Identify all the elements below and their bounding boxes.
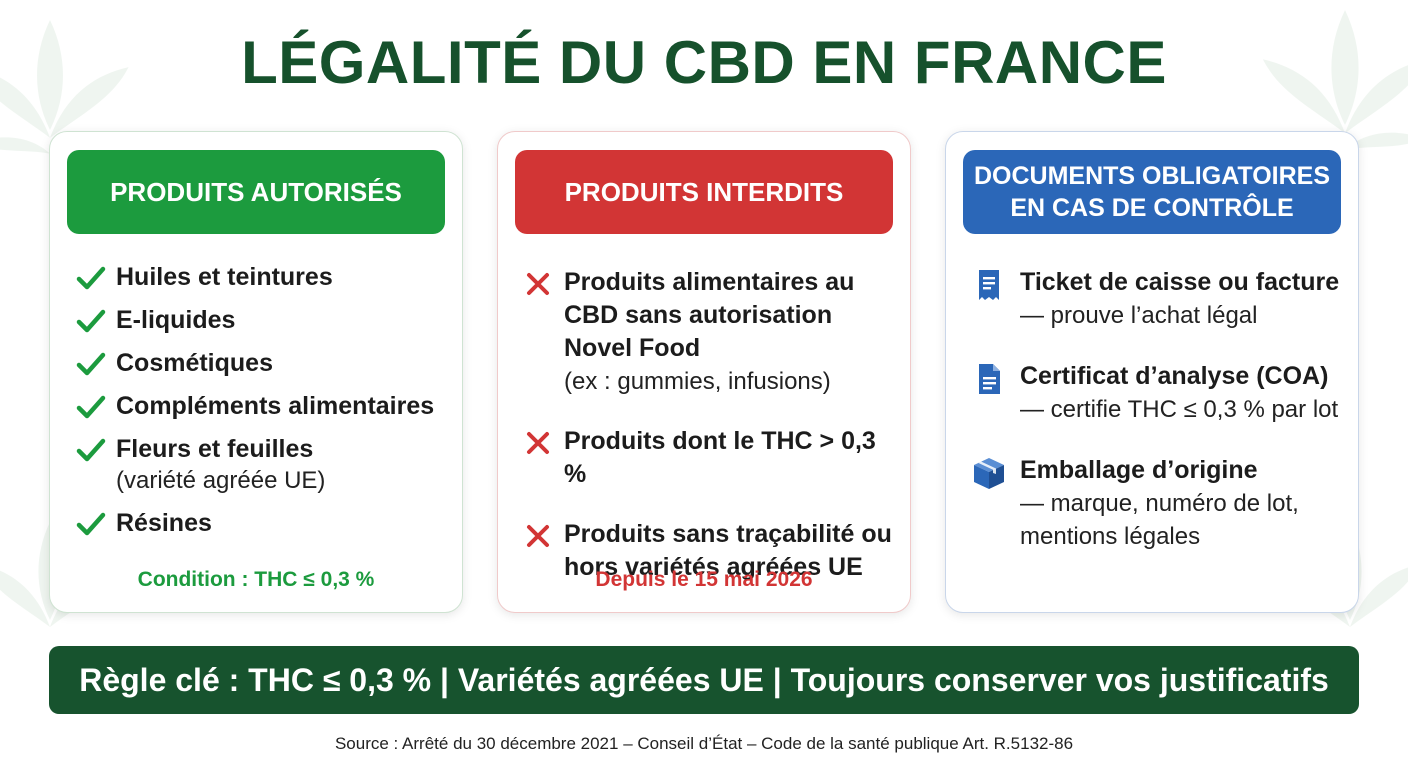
item-label: Compléments alimentaires [116,392,435,420]
document-icon [979,364,1000,394]
item-label: Résines [116,509,212,537]
package-icon [974,458,1004,489]
check-icon [76,512,106,536]
list-item: Résines [74,508,434,539]
required-documents-card: DOCUMENTS OBLIGATOIRES EN CAS DE CONTRÔL… [945,131,1359,613]
cross-icon [527,432,549,454]
check-icon [76,352,106,376]
authorized-products-list: Huiles et teintures E-liquides Cosmétiqu… [74,262,434,551]
check-icon [76,266,106,290]
item-note: (variété agréée UE) [116,467,326,494]
item-label: Cosmétiques [116,349,273,377]
list-item: Certificat d’analyse (COA) — certifie TH… [970,360,1350,426]
forbidden-products-card: PRODUITS INTERDITS Produits alimentaires… [497,131,911,613]
item-note: — marque, numéro de lot, mentions légale… [1020,490,1299,550]
item-label: Ticket de caisse ou facture [1020,268,1340,296]
forbidden-since-date: Depuis le 15 mai 2026 [595,568,813,591]
cross-icon [527,273,549,295]
authorized-condition: Condition : THC ≤ 0,3 % [137,568,375,591]
page-title: LÉGALITÉ DU CBD EN FRANCE [241,29,1167,96]
item-label: Produits alimentaires au CBD sans autori… [564,268,855,362]
list-item: Compléments alimentaires [74,391,434,422]
list-item: Ticket de caisse ou facture — prouve l’a… [970,266,1350,332]
item-label: Produits dont le THC > 0,3 % [564,427,876,488]
item-label: Produits sans traçabilité ou hors variét… [564,520,892,581]
forbidden-products-list: Produits alimentaires au CBD sans autori… [522,266,902,611]
item-label: E-liquides [116,306,236,334]
item-label: Huiles et teintures [116,263,333,291]
forbidden-products-header: PRODUITS INTERDITS [515,150,893,234]
receipt-icon [979,270,999,300]
check-icon [76,309,106,333]
list-item: Cosmétiques [74,348,434,379]
required-documents-header: DOCUMENTS OBLIGATOIRES EN CAS DE CONTRÔL… [963,150,1341,234]
item-label: Certificat d’analyse (COA) [1020,362,1329,390]
list-item: Fleurs et feuilles (variété agréée UE) [74,434,434,496]
source-citation: Source : Arrêté du 30 décembre 2021 – Co… [334,734,1074,753]
list-item: Produits sans traçabilité ou hors variét… [522,518,902,584]
authorized-products-card: PRODUITS AUTORISÉS Huiles et teintures E… [49,131,463,613]
list-item: Emballage d’origine — marque, numéro de … [970,454,1350,553]
item-label: Emballage d’origine [1020,456,1258,484]
item-note: (ex : gummies, infusions) [564,368,831,395]
list-item: E-liquides [74,305,434,336]
key-rule-banner: Règle clé : THC ≤ 0,3 % | Variétés agréé… [49,646,1359,714]
list-item: Produits alimentaires au CBD sans autori… [522,266,902,398]
list-item: Produits dont le THC > 0,3 % [522,425,902,491]
check-icon [76,395,106,419]
item-note: — prouve l’achat légal [1020,302,1258,329]
item-note: — certifie THC ≤ 0,3 % par lot [1020,396,1339,423]
authorized-products-header: PRODUITS AUTORISÉS [67,150,445,234]
check-icon [76,438,106,462]
list-item: Huiles et teintures [74,262,434,293]
cross-icon [527,525,549,547]
required-documents-list: Ticket de caisse ou facture — prouve l’a… [970,266,1350,581]
item-label: Fleurs et feuilles [116,435,314,463]
